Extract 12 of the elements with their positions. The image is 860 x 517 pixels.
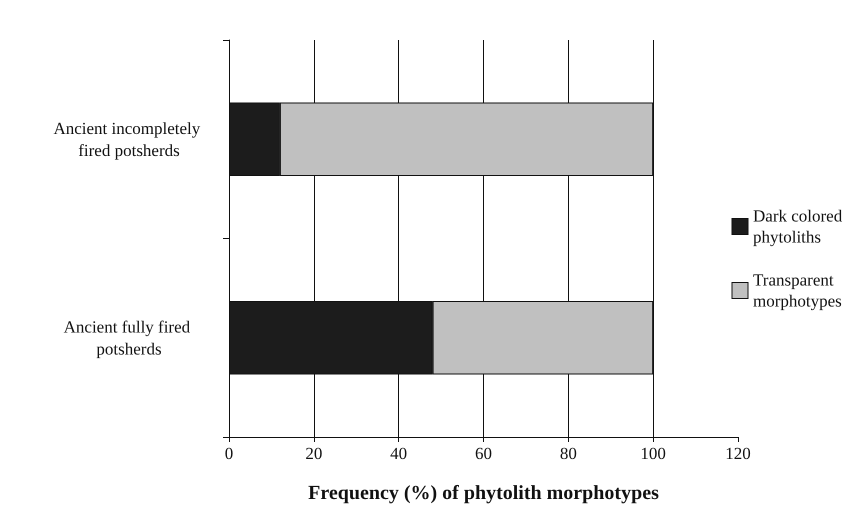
legend-label: Transparent morphotypes	[753, 270, 842, 310]
x-tick-label: 100	[640, 444, 666, 463]
y-tick-label: Ancient fully fired potsherds	[64, 317, 194, 358]
x-tick-label: 40	[390, 444, 408, 463]
x-tick-label: 120	[725, 444, 751, 463]
x-tick-label: 60	[475, 444, 492, 463]
x-tick-label: 0	[224, 444, 234, 463]
x-axis-title: Frequency (%) of phytolith morphotypes	[308, 482, 660, 504]
y-tick-label: Ancient incompletely fired potsherds	[53, 118, 205, 160]
x-tick-label: 80	[560, 444, 577, 463]
legend-label: Dark colored phytoliths	[753, 206, 846, 246]
x-tick-label: 20	[305, 444, 322, 463]
